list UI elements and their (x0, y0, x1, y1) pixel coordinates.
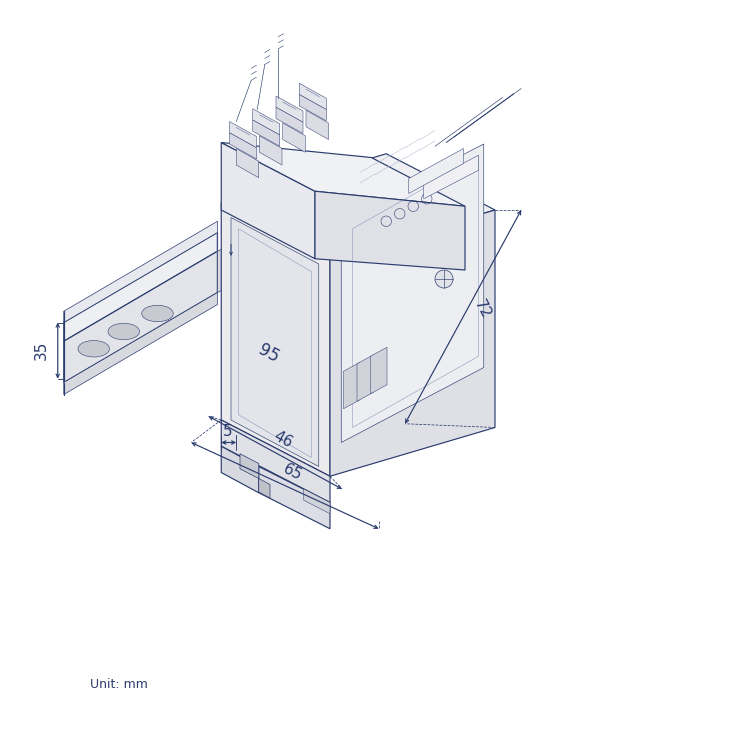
Text: Unit: mm: Unit: mm (90, 677, 148, 691)
Polygon shape (370, 347, 387, 394)
Polygon shape (304, 489, 330, 514)
Polygon shape (330, 210, 495, 476)
Polygon shape (231, 217, 319, 466)
Polygon shape (221, 420, 330, 503)
Polygon shape (221, 154, 495, 259)
Text: 46: 46 (271, 428, 295, 450)
Polygon shape (64, 232, 217, 341)
Polygon shape (409, 148, 464, 194)
Polygon shape (221, 202, 330, 476)
Polygon shape (283, 123, 305, 152)
Polygon shape (253, 120, 280, 146)
Polygon shape (64, 292, 217, 394)
Ellipse shape (78, 340, 110, 357)
Polygon shape (64, 251, 217, 382)
Polygon shape (259, 466, 330, 529)
Text: 95: 95 (255, 341, 282, 367)
Polygon shape (240, 454, 259, 478)
Polygon shape (221, 142, 315, 259)
Polygon shape (253, 109, 280, 135)
Polygon shape (221, 446, 259, 493)
Polygon shape (230, 122, 256, 148)
Polygon shape (259, 478, 270, 498)
Polygon shape (315, 191, 465, 270)
Polygon shape (260, 136, 282, 165)
Text: 65: 65 (280, 461, 304, 483)
Polygon shape (306, 110, 328, 140)
Ellipse shape (142, 305, 173, 322)
Circle shape (435, 270, 453, 288)
Polygon shape (276, 107, 303, 134)
Polygon shape (299, 94, 326, 121)
Polygon shape (217, 244, 232, 292)
Polygon shape (236, 148, 259, 178)
Polygon shape (344, 362, 360, 409)
Ellipse shape (108, 323, 140, 340)
Polygon shape (221, 142, 465, 206)
Text: 35: 35 (34, 341, 49, 360)
Polygon shape (276, 96, 303, 122)
Polygon shape (64, 221, 217, 322)
Polygon shape (299, 83, 326, 110)
Text: 5: 5 (223, 424, 232, 439)
Text: 72: 72 (471, 297, 493, 322)
Polygon shape (357, 355, 374, 401)
Polygon shape (424, 155, 478, 199)
Polygon shape (341, 144, 484, 442)
Polygon shape (230, 133, 256, 159)
